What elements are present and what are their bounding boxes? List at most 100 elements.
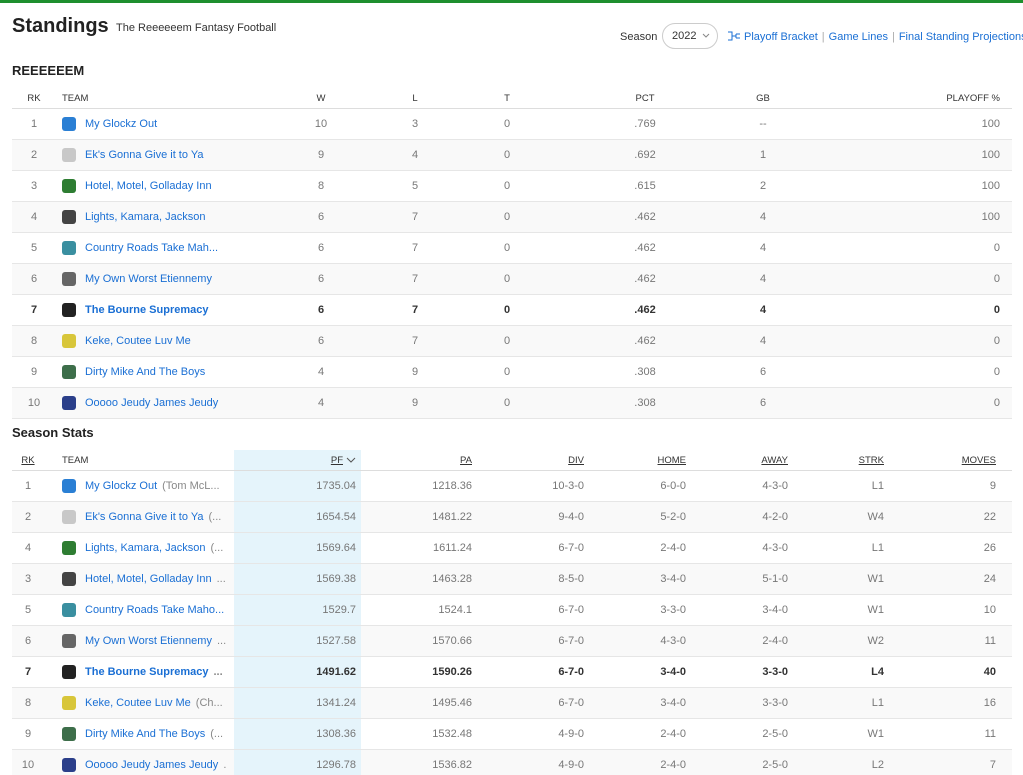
team-name[interactable]: Lights, Kamara, Jackson [85, 211, 206, 223]
cell-value: 1532.48 [432, 728, 472, 740]
cell-value: 1611.24 [433, 542, 472, 554]
cell-value: 1463.28 [432, 573, 472, 585]
team-cell: My Own Worst Etiennemy [62, 264, 292, 294]
team-name[interactable]: The Bourne Supremacy [85, 666, 209, 678]
cell-value: 4 [317, 397, 325, 409]
sorted-column-bg [234, 750, 361, 775]
team-row: 9 Dirty Mike And The Boys (... 1308.36 1532.… [12, 719, 1012, 750]
sort-header[interactable]: PF [330, 454, 343, 466]
cell-value: 26 [983, 542, 996, 554]
cell-value: 2 [759, 180, 767, 192]
cell-value: 6-7-0 [558, 666, 584, 678]
season-dropdown[interactable]: 2022 [662, 23, 718, 49]
team-name[interactable]: Lights, Kamara, Jackson [85, 542, 206, 554]
cell-value: 1527.58 [316, 635, 356, 647]
cell-value: 0 [993, 397, 1000, 409]
cell-value: 6 [317, 335, 325, 347]
team-cell: The Bourne Supremacy [62, 295, 292, 325]
team-cell: Hotel, Motel, Golladay Inn [62, 171, 292, 201]
cell-value: 2-4-0 [660, 728, 686, 740]
team-name[interactable]: My Own Worst Etiennemy [85, 273, 212, 285]
team-cell: My Glockz Out (Tom McL... [62, 471, 234, 501]
cell-value: 9 [411, 366, 419, 378]
cell-value: 0 [503, 304, 511, 316]
cell-value: 7 [411, 304, 419, 316]
team-name[interactable]: Ooooo Jeudy James Jeudy [85, 397, 219, 409]
cell-value: 9 [30, 366, 38, 378]
cell-value: 6 [30, 273, 38, 285]
team-name[interactable]: Ooooo Jeudy James Jeudy [85, 759, 219, 771]
cell-value: 3 [30, 180, 38, 192]
league-name: The Reeeeeem Fantasy Football [116, 22, 277, 34]
sort-header[interactable]: DIV [568, 454, 584, 466]
team-name[interactable]: Country Roads Take Maho... [85, 604, 225, 616]
team-name[interactable]: Keke, Coutee Luv Me [85, 697, 191, 709]
team-cell: Keke, Coutee Luv Me (Ch... [62, 688, 234, 718]
team-logo [62, 510, 76, 524]
sort-header[interactable]: AWAY [761, 454, 788, 466]
column-header: GB [756, 92, 770, 104]
cell-value: 2-5-0 [762, 728, 788, 740]
team-name[interactable]: Country Roads Take Mah... [85, 242, 219, 254]
cell-value: 1735.04 [316, 480, 356, 492]
sort-header[interactable]: STRK [858, 454, 884, 466]
team-logo [62, 117, 76, 131]
team-name[interactable]: Dirty Mike And The Boys [85, 366, 206, 378]
team-name[interactable]: My Own Worst Etiennemy [85, 635, 212, 647]
cell-value: 3-4-0 [762, 604, 788, 616]
link[interactable]: Game Lines [828, 31, 888, 43]
cell-value: 1569.38 [316, 573, 356, 585]
cell-value: 4 [30, 211, 38, 223]
sorted-column-bg [234, 471, 361, 501]
sort-header[interactable]: HOME [657, 454, 687, 466]
team-name[interactable]: Ek's Gonna Give it to Ya [85, 511, 204, 523]
team-name[interactable]: The Bourne Supremacy [85, 304, 209, 316]
cell-value: .615 [634, 180, 656, 192]
team-name[interactable]: Dirty Mike And The Boys [85, 728, 206, 740]
team-name[interactable]: Hotel, Motel, Golladay Inn [85, 180, 212, 192]
cell-value: -- [759, 118, 767, 130]
cell-value: .692 [634, 149, 656, 161]
cell-value: 6-7-0 [558, 635, 584, 647]
team-name[interactable]: Hotel, Motel, Golladay Inn [85, 573, 212, 585]
team-row: 5 Country Roads Take Mah... 6 7 0 .462 4 0 [12, 233, 1012, 264]
team-name[interactable]: My Glockz Out [85, 480, 158, 492]
column-header: PLAYOFF % [946, 92, 1000, 104]
cell-value: 4 [759, 335, 767, 347]
team-logo [62, 479, 76, 493]
cell-value: 0 [993, 366, 1000, 378]
owner-name: (... [208, 511, 222, 523]
cell-value: 1308.36 [316, 728, 356, 740]
cell-value: 0 [993, 242, 1000, 254]
cell-value: 4 [759, 273, 767, 285]
cell-value: 1296.78 [316, 759, 356, 771]
cell-value: W1 [867, 573, 885, 585]
team-logo [62, 572, 76, 586]
sort-header[interactable]: RK [21, 454, 35, 466]
cell-value: 5 [30, 242, 38, 254]
cell-value: 100 [981, 180, 1000, 192]
cell-value: 7 [411, 273, 419, 285]
stats-table: RK TEAM PF PA DIV HOME AWAY STRK MOVES 1 My Glockz… [12, 450, 1012, 775]
team-name[interactable]: Ek's Gonna Give it to Ya [85, 149, 204, 161]
cell-value: .462 [634, 273, 656, 285]
cell-value: 3-3-0 [762, 666, 788, 678]
cell-value: 4 [759, 242, 767, 254]
team-cell: Keke, Coutee Luv Me [62, 326, 292, 356]
sort-header[interactable]: PA [460, 454, 472, 466]
cell-value: 6 [317, 211, 325, 223]
team-row: 7 The Bourne Supremacy 6 7 0 .462 4 0 [12, 295, 1012, 326]
cell-value: 2-4-0 [660, 542, 686, 554]
cell-value: 4-9-0 [558, 728, 584, 740]
team-name[interactable]: My Glockz Out [85, 118, 158, 130]
sort-header[interactable]: MOVES [961, 454, 996, 466]
cell-value: 4 [759, 211, 767, 223]
team-name[interactable]: Keke, Coutee Luv Me [85, 335, 191, 347]
link[interactable]: Playoff Bracket [744, 31, 818, 43]
team-logo [62, 758, 76, 772]
cell-value: 0 [993, 304, 1000, 316]
cell-value: 3-4-0 [660, 666, 686, 678]
link[interactable]: Final Standing Projections [898, 31, 1023, 43]
column-header: PCT [635, 92, 655, 104]
